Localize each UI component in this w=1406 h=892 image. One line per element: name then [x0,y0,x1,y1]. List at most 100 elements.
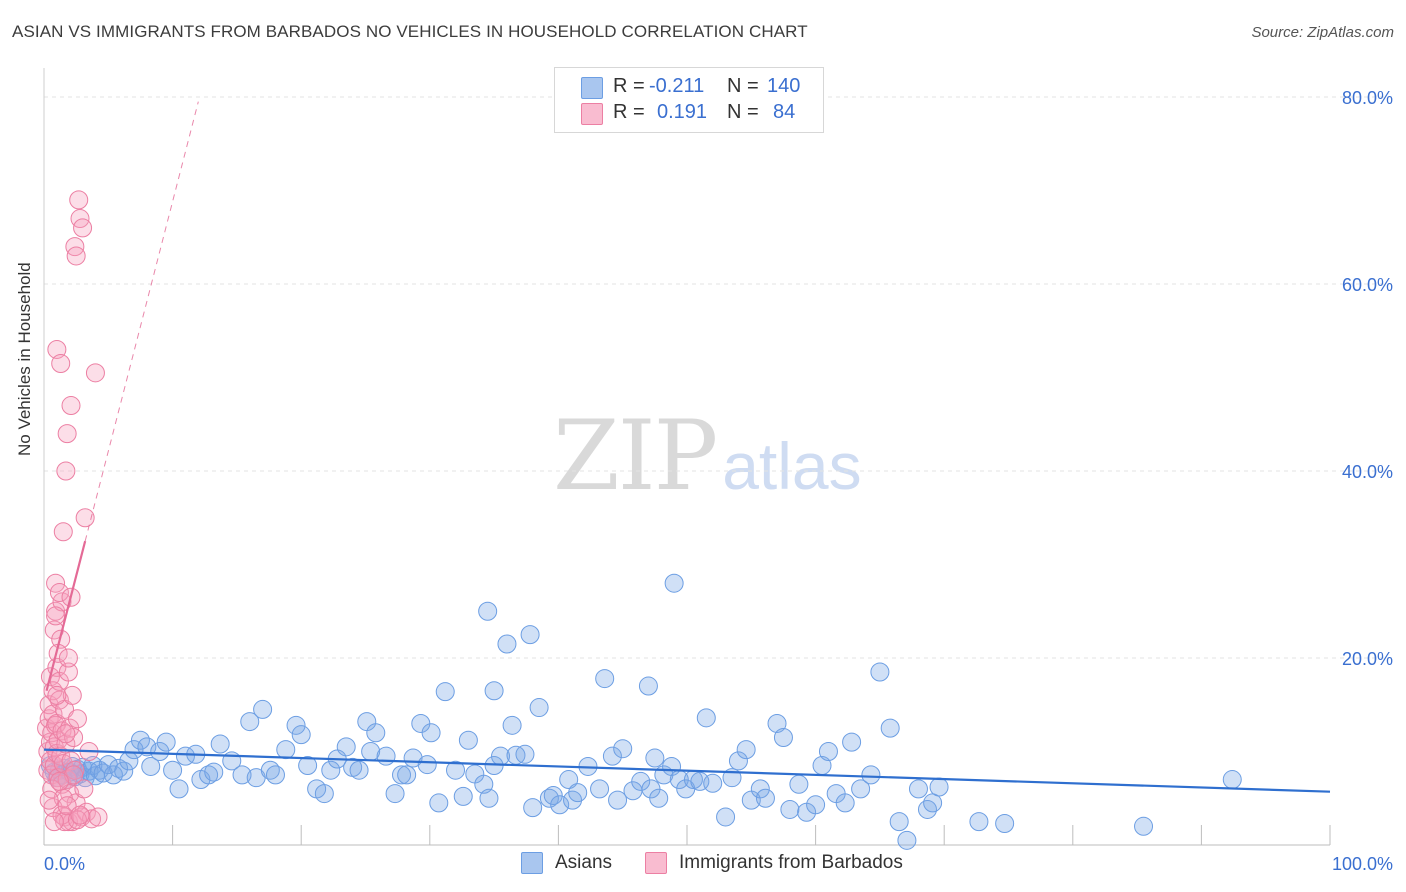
point-barbados [47,339,67,359]
point-asians [336,737,356,757]
point-asians [923,793,943,813]
point-barbados [43,704,63,724]
point-asians [559,770,579,790]
point-barbados [75,508,95,528]
bottom-legend-swatch-asians [521,852,543,874]
point-asians [458,730,478,750]
point-asians [595,669,615,689]
point-barbados [69,190,89,210]
point-asians [265,765,285,785]
point-asians [755,788,775,808]
point-asians [818,742,838,761]
point-asians [520,625,540,645]
point-barbados [62,685,82,705]
point-asians [917,799,937,819]
point-asians [835,793,855,813]
point-asians [435,682,455,702]
legend-swatch-asians [581,77,603,99]
point-asians [150,742,170,761]
point-asians [870,662,890,682]
source-credit: Source: ZipAtlas.com [1251,24,1394,41]
point-asians [728,751,748,771]
point-asians [750,779,770,799]
legend-n-label: N = [727,75,759,97]
point-asians [103,765,123,785]
point-asians [417,755,437,775]
point-asians [397,765,417,785]
point-asians [199,765,219,785]
point-barbados [46,606,66,626]
point-barbados [51,353,71,373]
point-barbados [61,396,81,416]
point-asians [453,786,473,806]
y-tick-label: 80.0% [1342,88,1393,108]
point-asians [204,762,224,782]
point-asians [314,784,334,804]
point-barbados [74,779,94,799]
point-asians [590,779,610,799]
point-asians [484,681,504,701]
point-asians [291,725,311,745]
point-asians [479,788,499,808]
point-asians [806,795,826,815]
point-asians [446,760,466,780]
point-asians [696,708,716,728]
point-asians [789,774,809,794]
point-asians [889,812,909,832]
point-asians [529,698,549,718]
point-asians [298,756,318,776]
point-asians [851,779,871,799]
point-asians [736,740,756,760]
bottom-legend-label-asians: Asians [555,852,613,873]
point-asians [767,713,787,733]
point-barbados [57,796,77,816]
point-barbados [56,461,76,481]
point-barbados [58,662,78,682]
point-barbados [64,765,84,785]
point-asians [897,830,917,850]
point-asians [861,765,881,785]
point-barbados [85,363,105,383]
point-asians [474,774,494,794]
point-barbados [73,218,93,238]
point-asians [550,795,570,815]
point-asians [602,746,622,766]
point-asians [880,718,900,738]
point-asians [908,779,928,799]
legend-r-value: 0.191 [657,101,708,123]
legend-swatch-barbados [581,103,603,125]
point-barbados [49,583,69,603]
chart-title: ASIAN VS IMMIGRANTS FROM BARBADOS NO VEH… [12,22,808,41]
point-barbados [66,246,86,266]
legend-n-label: N = [727,101,759,123]
y-tick-label: 40.0% [1342,462,1393,482]
point-asians [502,715,522,735]
point-asians [210,734,230,754]
point-barbados [70,805,90,825]
point-asians [608,790,628,810]
point-asians [349,760,369,780]
point-barbados [57,424,77,444]
trendline-barbados [45,540,87,691]
point-asians [114,761,134,781]
point-asians [969,812,989,832]
point-asians [716,807,736,827]
y-tick-label: 20.0% [1342,649,1393,669]
bottom-legend-label-barbados: Immigrants from Barbados [679,852,903,873]
point-barbados [46,601,66,621]
point-asians [141,756,161,776]
point-barbados [53,522,73,542]
point-asians [645,748,665,768]
point-asians [664,573,684,593]
point-barbados [44,812,64,832]
point-asians [1134,816,1154,836]
point-asians [568,783,588,803]
point-asians [780,799,800,819]
trendline-barbados-extrapolated [84,101,199,542]
point-asians [429,793,449,813]
point-asians [321,760,341,780]
point-asians [631,771,651,791]
y-axis-label: No Vehicles in Household [15,262,34,456]
point-asians [773,727,793,747]
